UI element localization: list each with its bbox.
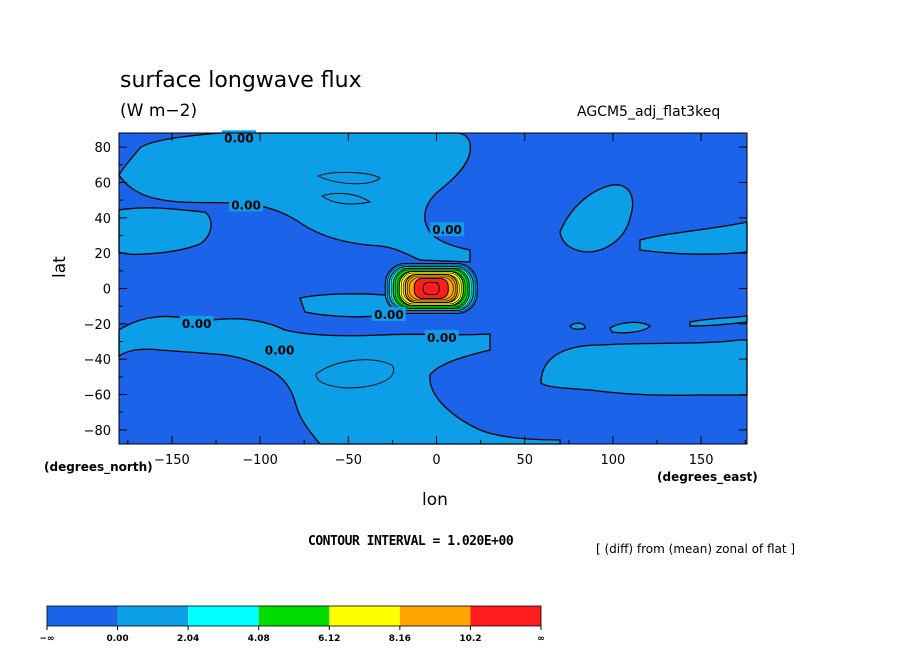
colorbar-label-4: 6.12 — [318, 634, 340, 644]
operation-label: [ (diff) from (mean) zonal of flat ] — [596, 542, 796, 556]
colorbar-frame — [46, 605, 542, 627]
contour-label-0: 0.00 — [224, 131, 254, 145]
x-tick-label-6: 150 — [689, 453, 714, 468]
x-tick-label-5: 100 — [601, 453, 626, 468]
contour-label-bg-6 — [424, 329, 459, 344]
anomaly-contour-4-2 — [408, 277, 454, 300]
contour-label-1: 0.00 — [231, 198, 261, 212]
anomaly-contour-0-1 — [386, 264, 476, 313]
y-axis-units: (degrees_north) — [44, 460, 153, 474]
colorbar-label-6: 10.2 — [459, 634, 481, 644]
x-axis-label: lon — [422, 490, 448, 510]
contour-label-6: 0.00 — [427, 331, 457, 345]
contour-label-5: 0.00 — [265, 343, 295, 357]
contour-label-bg-2 — [430, 222, 465, 237]
y-tick-label-5: −20 — [84, 318, 111, 333]
colorbar-segment-5 — [399, 606, 471, 626]
colorbar-label-1: 0.00 — [106, 634, 128, 644]
x-tick-label-0: −150 — [154, 453, 190, 468]
x-tick-label-1: −100 — [242, 453, 278, 468]
zero-contour-region-3 — [118, 315, 561, 445]
colorbar-segment-0 — [47, 606, 118, 626]
colorbar-label-0: −∞ — [39, 634, 54, 644]
anomaly-contour-3-1 — [400, 272, 462, 305]
y-axis-label: lat — [50, 256, 70, 278]
colorbar-label-3: 4.08 — [248, 634, 270, 644]
zero-contour-region-8 — [609, 321, 651, 334]
contour-label-2: 0.00 — [432, 223, 462, 237]
contour-label-bg-5 — [262, 342, 297, 357]
contour-label-bg-0 — [221, 130, 256, 145]
y-tick-label-0: 80 — [94, 141, 111, 156]
contour-label-4: 0.00 — [182, 317, 212, 331]
anomaly-contour-2-1 — [394, 269, 468, 308]
minor-contour-north-2 — [321, 192, 372, 205]
y-tick-label-3: 20 — [94, 247, 111, 262]
colorbar-label-7: ∞ — [537, 634, 545, 644]
zero-contour-region-7 — [569, 322, 586, 330]
zero-contour-region-4 — [540, 339, 748, 396]
contour-interval-label: CONTOUR INTERVAL = 1.020E+00 — [308, 534, 514, 549]
y-tick-label-7: −60 — [84, 389, 111, 404]
plot-units: (W m−2) — [120, 101, 198, 121]
colorbar-segment-3 — [258, 606, 330, 626]
zero-contour-region-1 — [118, 207, 212, 256]
minor-contour-south — [315, 359, 395, 389]
colorbar-label-2: 2.04 — [177, 634, 199, 644]
contour-label-3: 0.00 — [374, 308, 404, 322]
y-tick-label-1: 60 — [94, 176, 111, 191]
colorbar-label-5: 8.16 — [389, 634, 411, 644]
colorbar-segment-4 — [329, 606, 400, 626]
y-tick-label-4: 0 — [103, 283, 111, 298]
y-tick-label-2: 40 — [94, 212, 111, 227]
zero-contour-region-5 — [559, 184, 634, 253]
contour-label-bg-4 — [179, 315, 214, 330]
anomaly-level-6 — [422, 282, 440, 295]
x-tick-label-3: 0 — [432, 453, 440, 468]
run-id-label: AGCM5_adj_flat3keq — [577, 104, 721, 120]
anomaly-contour-4-1 — [406, 275, 456, 302]
colorbar-segment-1 — [117, 606, 189, 626]
y-tick-label-6: −40 — [84, 353, 111, 368]
plot-title: surface longwave flux — [120, 68, 362, 93]
x-axis-units: (degrees_east) — [657, 470, 758, 484]
colorbar-segment-6 — [470, 606, 541, 626]
x-tick-label-2: −50 — [335, 453, 362, 468]
x-tick-label-4: 50 — [516, 453, 533, 468]
colorbar-segment-2 — [188, 606, 259, 626]
contour-label-bg-3 — [371, 307, 406, 322]
y-tick-label-8: −80 — [84, 424, 111, 439]
contour-label-bg-1 — [229, 197, 264, 212]
minor-contour-north — [316, 171, 381, 185]
